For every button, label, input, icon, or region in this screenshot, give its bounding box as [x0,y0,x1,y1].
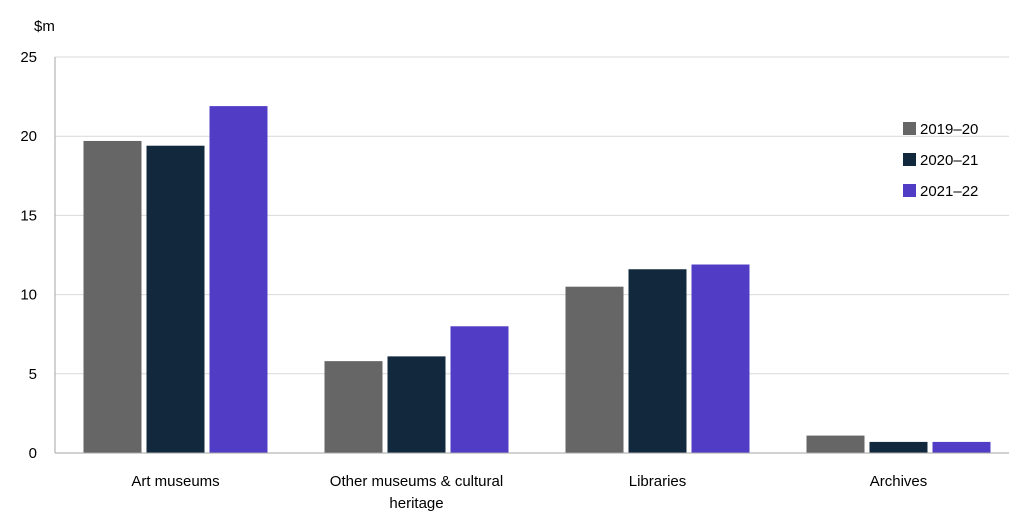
y-tick-label: 0 [29,445,37,462]
y-tick-label: 25 [20,49,37,66]
x-axis-labels: Art museums Other museums & cultural herit… [131,473,927,512]
x-tick-label: Art museums [131,473,219,490]
y-tick-label: 10 [20,287,37,304]
legend-label: 2021–22 [920,183,978,200]
y-tick-label: 5 [29,366,37,383]
legend-label: 2019–20 [920,121,978,138]
bar [565,286,624,453]
legend-swatch [903,153,916,166]
bar [628,269,687,453]
legend-label: 2020–21 [920,152,978,169]
bar [83,140,142,453]
x-tick-label: Other museums & cultural heritage [330,473,503,512]
bar [691,264,750,453]
bars [83,106,991,454]
y-tick-label: 20 [20,128,37,145]
y-tick-label: 15 [20,207,37,224]
bar [869,441,928,453]
legend-swatch [903,122,916,135]
bar [932,441,991,453]
y-axis-ticks: 0 5 10 15 20 25 [20,49,37,462]
bar [324,361,383,453]
bar [209,106,268,453]
x-tick-label: Archives [870,473,928,490]
x-tick-label: Libraries [629,473,687,490]
bar [146,145,205,454]
legend-swatch [903,184,916,197]
axes [54,57,1009,454]
y-unit-label: $m [34,18,55,35]
bar [806,435,865,453]
bar [450,326,509,453]
legend: 2019–20 2020–21 2021–22 [903,121,978,200]
bar [387,356,446,453]
